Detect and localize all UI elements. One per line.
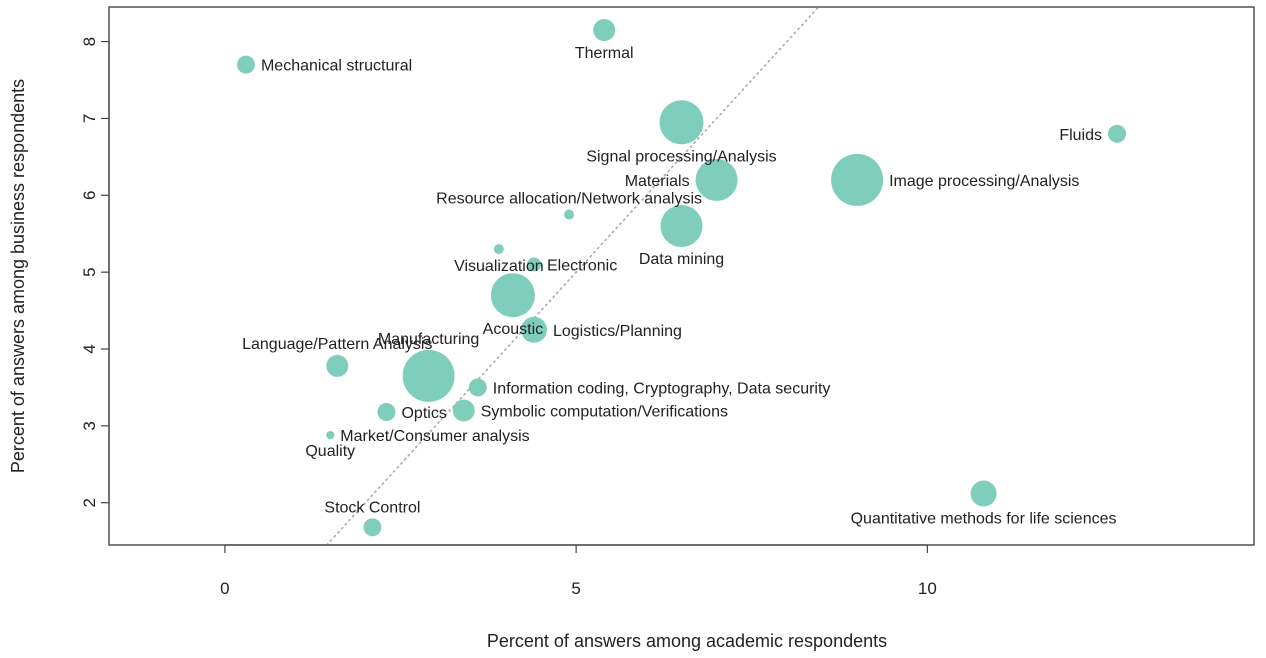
- point-label: Image processing/Analysis: [889, 173, 1079, 190]
- y-tick-label: 5: [80, 267, 99, 276]
- x-tick-label: 5: [571, 579, 580, 598]
- point-label: Logistics/Planning: [553, 323, 682, 340]
- point-label: Quality: [305, 443, 355, 460]
- data-point: [564, 209, 575, 220]
- reference-line-layer: [325, 6, 820, 546]
- y-axis-title: Percent of answers among business respon…: [8, 79, 28, 473]
- data-point: [831, 153, 884, 206]
- data-point: [970, 480, 997, 507]
- x-tick-label: 0: [220, 579, 229, 598]
- point-label: Language/Pattern Analysis: [242, 336, 432, 353]
- data-point: [236, 55, 255, 74]
- point-label: Information coding, Cryptography, Data s…: [493, 380, 831, 397]
- y-tick-label: 3: [80, 421, 99, 430]
- labels-layer: Thermal Mechanical structural Fluids Signal…: [242, 45, 1116, 527]
- point-label: Market/Consumer analysis: [340, 428, 529, 445]
- y-tick-label: 4: [80, 344, 99, 353]
- point-label: Thermal: [575, 45, 634, 62]
- data-point: [1108, 124, 1127, 143]
- data-point: [363, 518, 382, 537]
- data-point: [490, 273, 535, 318]
- point-label: Fluids: [1059, 127, 1102, 144]
- data-point: [526, 257, 541, 272]
- point-label: Signal processing/Analysis: [586, 148, 776, 165]
- data-point: [468, 378, 487, 397]
- point-label: Manufacturing: [378, 331, 479, 348]
- point-label: Stock Control: [324, 499, 420, 516]
- x-tick-label: 10: [918, 579, 937, 598]
- data-point: [593, 19, 616, 42]
- y-tick-label: 7: [80, 114, 99, 123]
- data-point: [493, 244, 504, 255]
- x-axis-title: Percent of answers among academic respon…: [487, 631, 887, 651]
- data-point: [377, 403, 396, 422]
- plot-frame: [108, 6, 1255, 546]
- data-point: [326, 354, 349, 377]
- y-tick-label: 6: [80, 191, 99, 200]
- point-label: Resource allocation/Network analysis: [436, 191, 702, 208]
- point-label: Optics: [401, 405, 446, 422]
- points-layer: [236, 19, 1127, 537]
- y-tick-label: 8: [80, 37, 99, 46]
- data-point: [402, 349, 455, 402]
- point-label: Mechanical structural: [261, 58, 412, 75]
- data-point: [695, 158, 738, 201]
- point-label: Quantitative methods for life sciences: [851, 511, 1117, 528]
- x-axis: 0 5 10: [220, 544, 937, 598]
- data-point: [659, 100, 704, 145]
- data-point: [660, 205, 703, 248]
- point-label: Symbolic computation/Verifications: [481, 404, 728, 421]
- data-point: [326, 431, 335, 440]
- point-label: Data mining: [639, 251, 724, 268]
- data-point: [452, 399, 475, 422]
- reference-line: [325, 6, 820, 546]
- point-label: Visualization: [454, 258, 544, 275]
- point-label: Materials: [625, 173, 690, 190]
- y-tick-label: 2: [80, 498, 99, 507]
- point-label: Acoustic: [483, 321, 543, 338]
- y-axis: 2 3 4 5 6 7 8: [80, 37, 110, 507]
- data-point: [520, 316, 547, 343]
- point-label: Electronic: [547, 257, 617, 274]
